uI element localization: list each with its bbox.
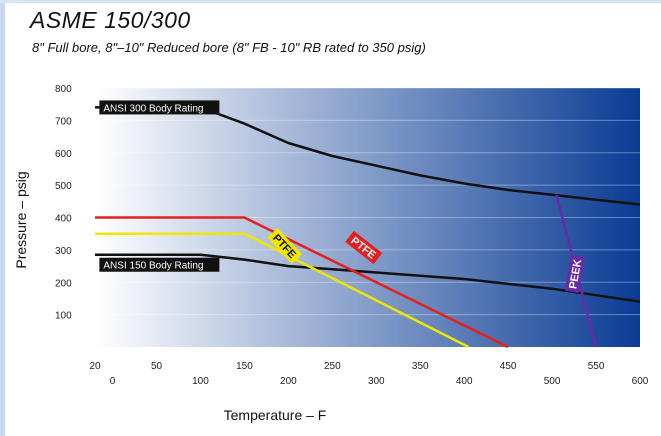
y-tick-label: 100 [55,311,72,322]
series-label-text: ANSI 150 Body Rating [103,261,203,272]
gridlines [95,87,640,316]
x-tick-label-bottom: 300 [368,376,385,387]
y-axis-label: Pressure – psig [13,171,29,268]
x-tick-label-top: 350 [412,361,429,372]
top-edge-strip [0,0,661,3]
x-tick-label-bottom: 400 [456,376,473,387]
y-tick-label: 500 [55,181,72,192]
y-tick-label: 400 [55,214,72,225]
x-tick-label-top: 50 [151,361,163,372]
series-line-2 [95,232,470,349]
series-label-box [99,100,220,115]
chart-subtitle: 8" Full bore, 8"–10" Reduced bore (8" FB… [32,40,426,55]
x-tick-label-top: 250 [324,361,341,372]
y-tick-label: 200 [55,278,72,289]
x-tick-label-bottom: 600 [632,376,649,387]
x-tick-label-bottom: 0 [110,376,116,387]
series-labels: ANSI 300 Body Rating ANSI 150 Body Rating… [99,100,585,293]
series-line-1 [95,253,641,303]
left-edge-strip [0,0,5,436]
x-tick-label-top: 550 [588,361,605,372]
series-label-text: ANSI 300 Body Rating [103,103,203,114]
series-label-0: ANSI 300 Body Rating [99,100,220,115]
series-label-box [345,230,383,265]
x-tick-label-top: 20 [89,361,101,372]
axis-ticks: 100 200 300 400 500 600 700 800 20 50 150 250 350 450… [55,84,649,387]
y-tick-label: 700 [55,116,72,127]
x-tick-label-bottom: 200 [280,376,297,387]
series-line-0 [95,106,641,206]
series-label-4: PEEK [564,255,585,293]
x-tick-label-bottom: 100 [192,376,209,387]
y-tick-label: 800 [55,84,72,95]
x-tick-label-top: 150 [236,361,253,372]
x-axis-label: Temperature – F [224,407,327,423]
chart-title: ASME 150/300 [30,7,191,33]
series-label-box [99,257,220,272]
y-tick-label: 300 [55,246,72,257]
y-tick-label: 600 [55,149,72,160]
series-label-text: PEEK [567,258,584,290]
series-label-box [564,255,585,293]
series-label-box [267,228,303,264]
series-label-1: ANSI 150 Body Rating [99,257,220,272]
x-tick-label-bottom: 500 [544,376,561,387]
x-tick-label-top: 450 [500,361,517,372]
series-layer [95,106,641,349]
series-line-3 [95,216,509,349]
